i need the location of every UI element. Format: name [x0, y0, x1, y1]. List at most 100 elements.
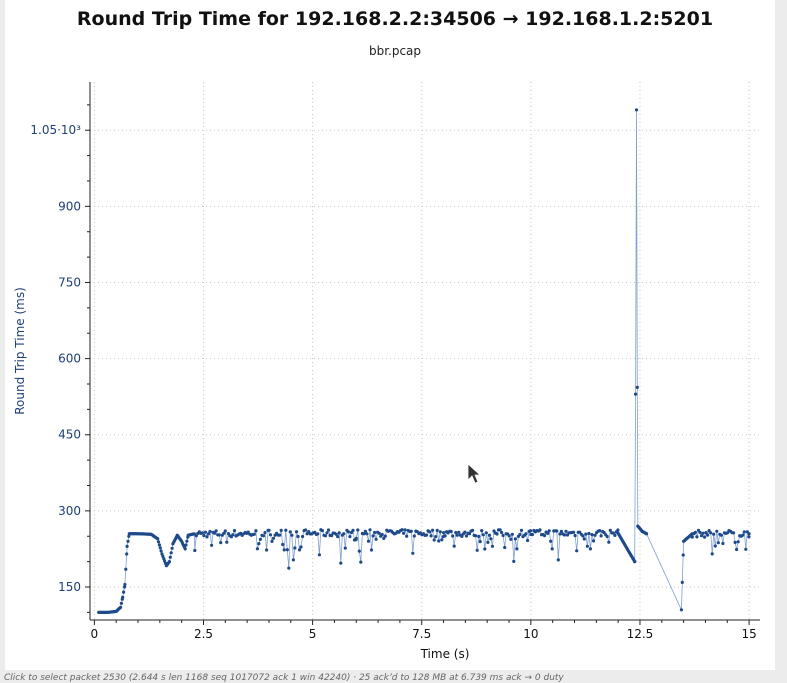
rtt-point[interactable]: [703, 535, 707, 539]
rtt-point[interactable]: [255, 547, 259, 551]
rtt-point[interactable]: [297, 548, 302, 552]
rtt-point[interactable]: [122, 590, 126, 594]
rtt-point[interactable]: [339, 561, 343, 565]
rtt-point[interactable]: [252, 532, 256, 536]
rtt-point[interactable]: [223, 529, 227, 533]
rtt-point[interactable]: [575, 549, 579, 553]
rtt-point[interactable]: [371, 534, 375, 538]
rtt-point[interactable]: [712, 532, 716, 536]
rtt-point[interactable]: [501, 533, 505, 538]
rtt-point[interactable]: [559, 529, 564, 534]
rtt-point[interactable]: [125, 544, 129, 549]
rtt-point[interactable]: [474, 534, 478, 538]
rtt-point[interactable]: [362, 532, 366, 536]
rtt-point[interactable]: [412, 534, 416, 538]
rtt-point[interactable]: [573, 534, 577, 538]
rtt-point[interactable]: [203, 530, 207, 534]
rtt-point[interactable]: [365, 532, 369, 536]
rtt-point[interactable]: [254, 529, 258, 533]
rtt-point[interactable]: [495, 532, 499, 536]
rtt-point[interactable]: [342, 532, 346, 536]
rtt-point[interactable]: [307, 530, 311, 534]
rtt-point[interactable]: [634, 392, 638, 396]
rtt-point[interactable]: [206, 532, 211, 536]
rtt-point[interactable]: [334, 532, 338, 536]
rtt-point[interactable]: [463, 530, 467, 534]
rtt-point[interactable]: [217, 533, 221, 537]
rtt-point[interactable]: [359, 560, 363, 564]
rtt-point[interactable]: [325, 531, 329, 535]
rtt-point[interactable]: [291, 558, 295, 562]
rtt-point[interactable]: [214, 529, 218, 533]
rtt-point[interactable]: [701, 531, 705, 535]
rtt-point[interactable]: [346, 530, 350, 534]
rtt-point[interactable]: [265, 548, 269, 552]
rtt-point[interactable]: [500, 530, 504, 535]
rtt-point[interactable]: [123, 582, 127, 587]
rtt-point[interactable]: [305, 532, 309, 536]
rtt-point[interactable]: [382, 536, 386, 541]
rtt-point[interactable]: [605, 534, 609, 539]
rtt-point[interactable]: [454, 531, 458, 535]
rtt-point[interactable]: [432, 538, 436, 542]
rtt-point[interactable]: [225, 540, 229, 544]
rtt-point[interactable]: [205, 535, 209, 539]
rtt-point[interactable]: [584, 532, 588, 536]
rtt-point[interactable]: [562, 533, 567, 537]
rtt-point[interactable]: [184, 543, 188, 547]
rtt-point[interactable]: [279, 528, 283, 533]
rtt-point[interactable]: [515, 547, 519, 551]
rtt-point[interactable]: [185, 539, 189, 543]
rtt-point[interactable]: [428, 530, 432, 534]
rtt-point[interactable]: [278, 533, 282, 537]
rtt-point[interactable]: [183, 547, 187, 551]
rtt-point[interactable]: [490, 544, 494, 548]
rtt-point[interactable]: [440, 538, 444, 542]
rtt-point[interactable]: [483, 547, 487, 551]
rtt-point[interactable]: [484, 531, 488, 535]
rtt-point[interactable]: [721, 541, 725, 546]
rtt-point[interactable]: [616, 528, 620, 532]
rtt-point[interactable]: [529, 529, 533, 533]
rtt-point[interactable]: [706, 533, 710, 537]
rtt-point[interactable]: [400, 528, 404, 532]
rtt-point[interactable]: [713, 544, 717, 548]
rtt-point[interactable]: [480, 529, 484, 533]
rtt-point[interactable]: [284, 528, 288, 532]
rtt-point[interactable]: [261, 534, 266, 538]
rtt-point[interactable]: [526, 538, 530, 543]
rtt-point[interactable]: [288, 530, 292, 534]
rtt-point[interactable]: [519, 528, 524, 532]
rtt-point[interactable]: [716, 541, 720, 545]
rtt-point[interactable]: [715, 529, 719, 533]
rtt-point[interactable]: [607, 540, 611, 544]
rtt-point[interactable]: [373, 530, 377, 535]
rtt-point[interactable]: [543, 534, 547, 538]
rtt-point[interactable]: [194, 534, 198, 538]
rtt-point[interactable]: [747, 535, 751, 539]
rtt-point[interactable]: [290, 533, 294, 537]
rtt-point[interactable]: [634, 108, 639, 112]
rtt-point[interactable]: [383, 534, 387, 538]
rtt-point[interactable]: [613, 533, 617, 538]
rtt-point[interactable]: [695, 535, 699, 539]
rtt-point[interactable]: [320, 529, 324, 533]
rtt-point[interactable]: [380, 532, 384, 537]
rtt-point[interactable]: [486, 540, 490, 545]
rtt-point[interactable]: [119, 605, 123, 609]
rtt-point[interactable]: [599, 534, 603, 538]
rtt-point[interactable]: [159, 549, 163, 553]
rtt-point[interactable]: [405, 534, 409, 538]
rtt-point[interactable]: [530, 533, 535, 537]
rtt-point[interactable]: [366, 539, 371, 543]
rtt-point[interactable]: [471, 528, 475, 532]
rtt-point[interactable]: [192, 532, 196, 536]
rtt-point[interactable]: [443, 534, 447, 538]
rtt-point[interactable]: [699, 534, 704, 538]
rtt-point[interactable]: [681, 553, 685, 557]
rtt-point[interactable]: [510, 532, 514, 536]
rtt-point[interactable]: [122, 585, 127, 589]
rtt-point[interactable]: [635, 385, 639, 389]
rtt-point[interactable]: [747, 532, 751, 536]
